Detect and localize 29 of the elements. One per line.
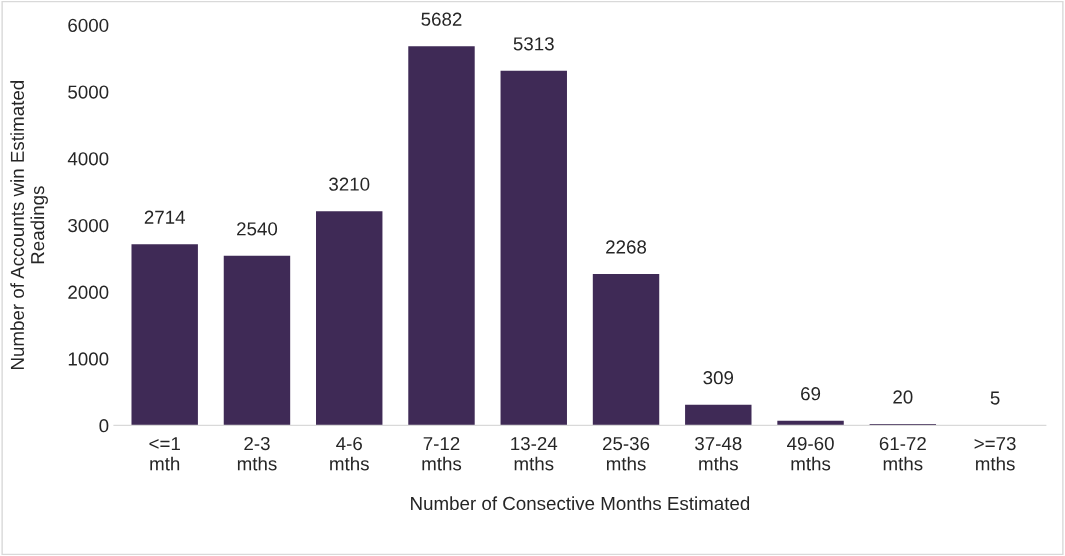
data-label: 2268 [606, 240, 647, 254]
data-label: 69 [801, 387, 821, 401]
x-tick-label: 2-3 mths [237, 436, 277, 471]
data-label: 2540 [237, 222, 278, 236]
x-tick-label: 13-24 mths [511, 436, 558, 471]
data-label: 3210 [329, 177, 370, 191]
x-axis-title: Number of Consective Months Estimated [411, 496, 750, 511]
y-tick-label: 4000 [67, 152, 109, 166]
y-tick-label: 2000 [68, 285, 109, 299]
data-label: 5 [990, 391, 1000, 405]
x-tick-label: 4-6 mths [330, 436, 369, 471]
y-axis-title: Number of Accounts win Estimated Readings [10, 81, 48, 370]
x-tick-label: 25-36 mths [602, 436, 650, 471]
y-tick-label: 6000 [68, 18, 109, 32]
x-tick-label: >=73 mths [974, 436, 1016, 471]
x-tick-label: 49-60 mths [787, 436, 834, 471]
data-label: 20 [893, 390, 913, 404]
x-tick-label: 61-72 mths [879, 436, 926, 471]
y-tick-label: 0 [99, 419, 109, 433]
data-label: 5313 [513, 37, 554, 51]
y-tick-label: 3000 [68, 218, 109, 233]
x-tick-label: 37-48 mths [695, 436, 742, 471]
data-label: 5682 [421, 12, 462, 26]
data-label: 309 [703, 371, 734, 385]
y-tick-label: 1000 [68, 352, 109, 366]
data-label: 2714 [144, 210, 186, 224]
y-tick-label: 5000 [68, 85, 109, 99]
x-tick-label: <=1 mth [149, 437, 180, 471]
x-tick-label: 7-12 mths [422, 436, 462, 471]
